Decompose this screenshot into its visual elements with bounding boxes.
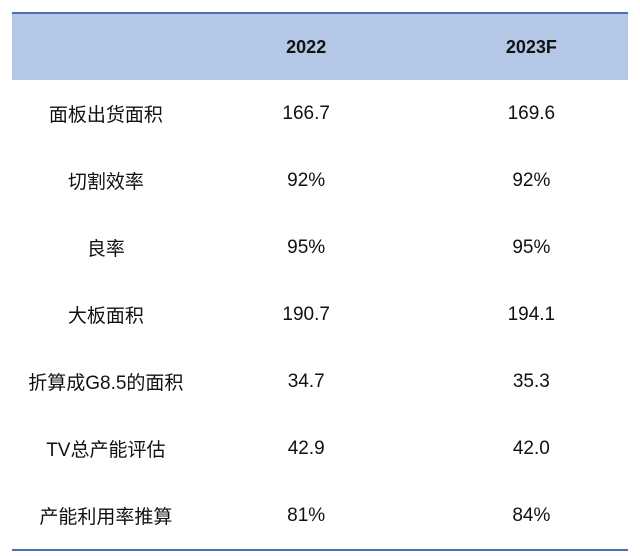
cell-value: 166.7 [282,102,330,124]
cell-value: 190.7 [282,303,330,325]
cell-value: 95% [287,236,326,258]
row-label: 折算成G8.5的面积 [28,373,184,394]
cell-value: 169.6 [507,102,556,124]
header-cell: 2023F [505,36,557,57]
table-row: 面板出货面积 166.7 169.6 [12,80,628,147]
table: 2022 2023F 面板出货面积 166.7 169.6 切割效率 92% 92% 良率 9… [12,12,628,551]
table-row: 切割效率 92% 92% [12,147,628,214]
cell-value: 35.3 [512,370,550,392]
cell-value: 42.9 [287,437,325,459]
table-row: 大板面积 190.7 194.1 [12,281,628,348]
table-row: TV总产能评估 42.9 42.0 [12,415,628,482]
cell-value: 92% [512,169,551,191]
row-label: 产能利用率推算 [39,507,173,528]
header-row: 2022 2023F [12,14,628,80]
table-row: 折算成G8.5的面积 34.7 35.3 [12,348,628,415]
cell-value: 34.7 [287,370,325,392]
cell-value: 81% [287,504,326,526]
row-label: 切割效率 [67,172,144,193]
row-label: 面板出货面积 [48,105,163,126]
header-cell: 2022 [286,36,327,57]
cell-value: 84% [512,504,551,526]
cell-value: 95% [512,236,551,258]
row-label: 良率 [86,239,125,260]
row-label: TV总产能评估 [46,440,166,461]
table-row: 良率 95% 95% [12,214,628,281]
cell-value: 42.0 [512,437,550,459]
row-label: 大板面积 [67,306,144,327]
cell-value: 92% [287,169,326,191]
cell-value: 194.1 [507,303,556,325]
table-row: 产能利用率推算 81% 84% [12,482,628,549]
